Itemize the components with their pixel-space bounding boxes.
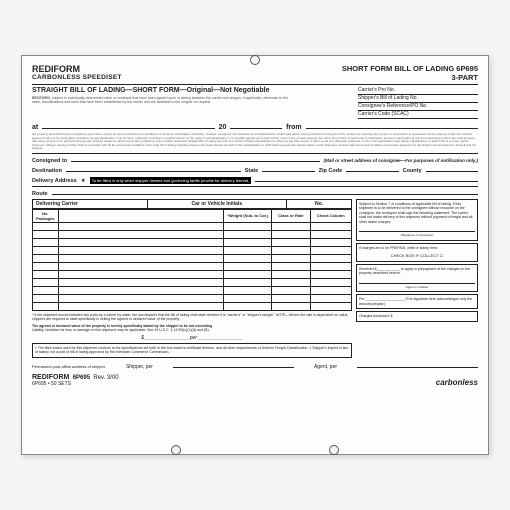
shipper-bol-no: Shipper's Bill of Lading No. [358,95,478,103]
punch-hole-bl [171,445,181,455]
per-signature-box[interactable]: Per ____________________ (The signature … [356,294,478,309]
footnote-1: * If the shipment moves between two port… [32,313,352,322]
table-row[interactable] [33,222,352,230]
per-row[interactable]: $________________ per ________________ [32,335,352,341]
lading-table[interactable]: No. Packages *Weight (Sub. to Cor.) Clas… [32,209,352,311]
table-row[interactable] [33,230,352,238]
table-row[interactable] [33,278,352,286]
punch-hole-top [250,55,260,65]
delivery-address-row[interactable]: Delivery Address ★ To be filled in only … [32,176,478,184]
delivering-carrier-bar[interactable]: Delivering Carrier Car or Vehicle Initia… [32,199,352,209]
terms-fine-print: the property described below in apparent… [32,133,478,151]
received-fine-print: RECEIVED, subject to individually determ… [32,96,292,104]
table-row[interactable] [33,286,352,294]
table-row[interactable] [33,238,352,246]
footer: REDIFORM 6P695 Rev. 3/00 6P695 • 50 SETS… [32,374,478,387]
destination-row[interactable]: Destination State Zip Code County [32,166,478,174]
carrier-pro-no: Carrier's Pro No. [358,87,478,95]
table-row[interactable] [33,262,352,270]
table-row[interactable] [33,254,352,262]
punch-hole-br [329,445,339,455]
table-row[interactable] [33,302,352,310]
prepaid-collect-box[interactable]: If charges are to be PREPAID, write or s… [356,243,478,262]
table-row[interactable] [33,246,352,254]
form-title: STRAIGHT BILL OF LADING—SHORT FORM—Origi… [32,87,358,94]
header-subtitle: CARBONLESS SPEEDISET [32,74,122,81]
table-row[interactable] [33,294,352,302]
consignee-ref-no: Consignee's Reference/PO No. [358,103,478,111]
consigned-to-row[interactable]: Consigned to (Mail or street address of … [32,156,478,164]
side-panel: Subject to Section 7 of conditions of ap… [356,199,478,358]
section7-box[interactable]: Subject to Section 7 of conditions of ap… [356,199,478,241]
signature-row[interactable]: Permanent post-office address of shipper… [32,362,478,370]
route-row[interactable]: Route [32,189,478,197]
bill-of-lading-form: REDIFORM CARBONLESS SPEEDISET SHORT FORM… [21,55,489,455]
header-right-sub: 3-PART [342,73,478,82]
brand: REDIFORM [32,64,122,74]
header-right-title: SHORT FORM BILL OF LADING 6P695 [342,64,478,73]
carrier-scac: Carrier's Code (SCAC) [358,111,478,119]
carrier-reference-lines[interactable]: Carrier's Pro No. Shipper's Bill of Ladi… [358,87,478,119]
at-date-from-row[interactable]: at 20 from [32,122,478,131]
charges-advanced-box[interactable]: Charges Advanced: $ [356,311,478,322]
received-amount-box[interactable]: Received $____________ to apply in prepa… [356,264,478,293]
header: REDIFORM CARBONLESS SPEEDISET SHORT FORM… [32,64,478,82]
declared-value-note: The agreed or declared value of the prop… [32,324,352,333]
fibre-box-note: † The fibre boxes used for this shipment… [32,343,352,358]
table-row[interactable] [33,270,352,278]
